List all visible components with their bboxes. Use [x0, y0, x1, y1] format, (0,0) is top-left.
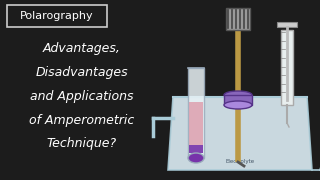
Bar	[277, 22, 297, 27]
Bar	[188, 68, 204, 158]
Bar	[226, 8, 250, 30]
Ellipse shape	[188, 153, 204, 163]
Bar	[189, 102, 203, 145]
Text: Technique?: Technique?	[47, 138, 117, 150]
Text: Advantages,: Advantages,	[43, 42, 121, 55]
Text: and Applications: and Applications	[30, 89, 134, 102]
FancyBboxPatch shape	[7, 5, 107, 27]
Bar	[224, 95, 252, 105]
Polygon shape	[168, 97, 312, 170]
Bar	[281, 30, 293, 105]
Text: of Amperometric: of Amperometric	[29, 114, 135, 127]
Bar	[189, 145, 203, 153]
Text: Electrolyte: Electrolyte	[225, 159, 255, 165]
Text: Disadvantages: Disadvantages	[36, 66, 128, 78]
Ellipse shape	[224, 101, 252, 109]
Ellipse shape	[224, 91, 252, 99]
Text: Polarography: Polarography	[20, 11, 94, 21]
